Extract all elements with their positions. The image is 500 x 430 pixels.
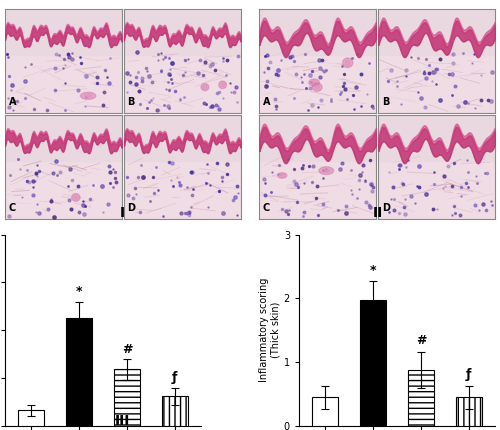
Ellipse shape (203, 85, 207, 89)
Bar (5, 9, 121, 55)
Ellipse shape (219, 81, 226, 89)
Text: D: D (382, 203, 390, 213)
Text: III: III (115, 415, 130, 428)
Bar (456, 397, 482, 426)
Ellipse shape (280, 174, 284, 177)
Ellipse shape (322, 169, 330, 172)
Ellipse shape (312, 81, 317, 84)
Ellipse shape (201, 83, 209, 91)
Text: A: A (8, 98, 16, 108)
Ellipse shape (342, 58, 353, 68)
Text: ƒ: ƒ (172, 371, 178, 384)
Ellipse shape (80, 92, 96, 99)
Text: #: # (416, 335, 426, 347)
Text: A: A (263, 98, 270, 108)
Bar (124, 151, 240, 219)
Text: ƒ: ƒ (466, 368, 471, 381)
Bar (5, 115, 121, 162)
Bar (378, 9, 495, 55)
Ellipse shape (319, 167, 334, 175)
Text: C: C (263, 203, 270, 213)
Bar (260, 115, 376, 162)
Ellipse shape (314, 85, 320, 89)
Text: *: * (370, 264, 376, 277)
Bar (378, 151, 495, 219)
Text: #: # (122, 343, 132, 356)
Ellipse shape (220, 83, 224, 87)
Bar (260, 151, 376, 219)
Ellipse shape (312, 83, 322, 91)
Bar (378, 115, 495, 162)
Bar (260, 9, 376, 55)
Bar (18, 410, 44, 426)
Bar (124, 115, 240, 162)
Bar (408, 370, 434, 426)
Bar (360, 300, 386, 426)
Ellipse shape (84, 94, 92, 98)
Ellipse shape (74, 196, 78, 200)
Bar (66, 318, 92, 426)
Bar (114, 369, 140, 426)
Text: I: I (120, 206, 125, 220)
Bar (378, 45, 495, 113)
Text: IV: IV (370, 415, 386, 428)
Text: C: C (8, 203, 16, 213)
Bar (162, 396, 188, 426)
Text: B: B (382, 98, 390, 108)
Ellipse shape (345, 60, 350, 65)
Text: *: * (76, 285, 82, 298)
Text: II: II (372, 206, 382, 220)
Ellipse shape (72, 194, 80, 201)
Y-axis label: Inflammatory scoring
(Thick skin): Inflammatory scoring (Thick skin) (260, 278, 281, 382)
Bar (5, 45, 121, 113)
Bar (312, 397, 338, 426)
Bar (124, 9, 240, 55)
Bar (260, 45, 376, 113)
Text: B: B (128, 98, 135, 108)
Bar (124, 45, 240, 113)
Ellipse shape (308, 79, 320, 86)
Text: D: D (128, 203, 136, 213)
Bar (5, 151, 121, 219)
Ellipse shape (278, 173, 287, 178)
